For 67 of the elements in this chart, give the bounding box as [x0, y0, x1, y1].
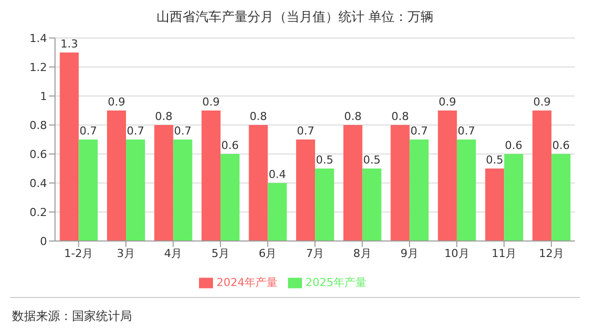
x-tick-label: 4月	[164, 246, 182, 260]
data-label: 0.8	[344, 110, 362, 123]
legend-label: 2025年产量	[306, 276, 366, 289]
bar	[126, 140, 145, 241]
bar	[173, 140, 192, 241]
bar	[410, 140, 429, 241]
y-tick-label: 1.2	[30, 60, 47, 74]
bar	[154, 125, 174, 241]
x-tick-label: 5月	[211, 246, 230, 260]
y-tick-label: 0.8	[30, 118, 47, 132]
x-tick-label: 3月	[116, 246, 135, 260]
bar	[248, 125, 268, 241]
y-tick-label: 1.4	[30, 32, 47, 45]
x-tick-label: 7月	[306, 246, 324, 260]
data-label: 0.6	[552, 139, 570, 152]
data-label: 0.5	[316, 154, 334, 166]
data-label: 0.7	[410, 124, 428, 138]
bar	[438, 110, 457, 241]
data-label: 0.7	[174, 124, 192, 138]
bar	[485, 168, 504, 241]
bar	[268, 183, 287, 241]
data-label: 0.6	[504, 139, 522, 152]
bar	[220, 154, 240, 241]
bar	[390, 125, 410, 241]
y-tick-label: 0.2	[30, 206, 47, 219]
x-tick-label: 9月	[400, 246, 419, 260]
data-label: 0.5	[363, 154, 381, 166]
y-tick-label: 0	[40, 234, 47, 248]
bar	[296, 140, 316, 241]
x-tick-label: 11月	[492, 246, 517, 260]
data-label: 0.9	[438, 96, 456, 108]
bar	[532, 110, 552, 241]
bar	[202, 110, 221, 241]
chart-title: 山西省汽车产量分月（当月值）统计 单位：万辆	[155, 9, 435, 26]
data-label: 0.5	[486, 154, 504, 166]
data-label: 0.4	[268, 168, 286, 181]
x-tick-label: 10月	[444, 246, 470, 260]
bar	[107, 110, 126, 241]
y-tick-label: 0.4	[30, 176, 47, 190]
bar	[78, 140, 98, 241]
x-tick-label: 12月	[538, 246, 564, 260]
data-label: 0.7	[79, 124, 97, 138]
bar	[551, 154, 570, 241]
bar	[315, 168, 334, 241]
bar	[504, 154, 524, 241]
bar	[456, 140, 476, 241]
data-label: 0.8	[391, 110, 409, 123]
bar	[362, 168, 382, 241]
data-label: 0.7	[458, 124, 476, 138]
data-label: 0.8	[250, 110, 268, 123]
bar	[60, 52, 79, 241]
data-label: 0.9	[202, 96, 220, 108]
data-label: 0.9	[108, 96, 126, 108]
y-tick-label: 1	[40, 90, 47, 103]
data-label: 1.3	[60, 38, 78, 50]
data-label: 0.6	[221, 139, 239, 152]
data-label: 0.7	[126, 124, 144, 138]
source-note: 数据来源：国家统计局	[12, 308, 132, 325]
x-tick-label: 1-2月	[64, 246, 94, 260]
data-label: 0.8	[155, 110, 173, 123]
data-label: 0.9	[533, 96, 551, 108]
y-tick-label: 0.6	[30, 148, 47, 161]
data-label: 0.7	[296, 124, 314, 138]
x-tick-label: 6月	[258, 246, 277, 260]
x-tick-label: 8月	[353, 246, 372, 260]
legend-label: 2024年产量	[216, 276, 278, 289]
bar	[343, 125, 362, 241]
